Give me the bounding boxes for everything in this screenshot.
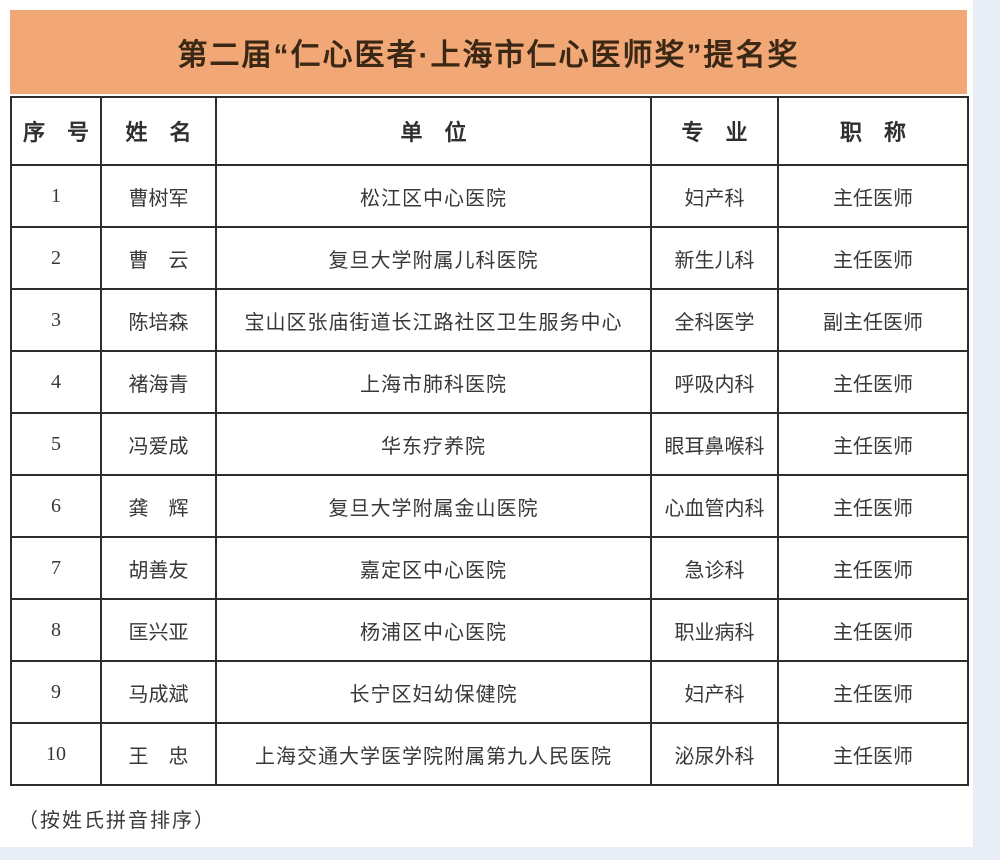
table-cell: 2 — [10, 226, 102, 290]
title-banner: 第二届“仁心医者·上海市仁心医师奖”提名奖 — [10, 10, 967, 94]
column-header: 职 称 — [777, 96, 969, 166]
table-cell: 主任医师 — [777, 660, 969, 724]
table-cell: 长宁区妇幼保健院 — [215, 660, 652, 724]
table-cell: 曹 云 — [100, 226, 217, 290]
table-row: 9 马成斌 长宁区妇幼保健院 妇产科 主任医师 — [10, 660, 969, 724]
table-cell: 1 — [10, 164, 102, 228]
page-title: 第二届“仁心医者·上海市仁心医师奖”提名奖 — [177, 39, 800, 72]
table-cell: 职业病科 — [650, 598, 779, 662]
table-cell: 急诊科 — [650, 536, 779, 600]
table-cell: 7 — [10, 536, 102, 600]
table-cell: 杨浦区中心医院 — [215, 598, 652, 662]
table-cell: 主任医师 — [777, 536, 969, 600]
table-cell: 主任医师 — [777, 474, 969, 538]
table-cell: 冯爱成 — [100, 412, 217, 476]
table-cell: 匡兴亚 — [100, 598, 217, 662]
table-cell: 主任医师 — [777, 226, 969, 290]
table-cell: 曹树军 — [100, 164, 217, 228]
nominees-table: 序 号姓 名单 位专 业职 称 1 曹树军 松江区中心医院 妇产科 主任医师 2 曹 云复旦… — [10, 96, 969, 786]
table-cell: 新生儿科 — [650, 226, 779, 290]
table-cell: 松江区中心医院 — [215, 164, 652, 228]
table-row: 7 胡善友 嘉定区中心医院 急诊科 主任医师 — [10, 536, 969, 600]
table-cell: 心血管内科 — [650, 474, 779, 538]
column-header: 单 位 — [215, 96, 652, 166]
column-header: 序 号 — [10, 96, 102, 166]
table-cell: 妇产科 — [650, 164, 779, 228]
table-row: 4 褚海青 上海市肺科医院 呼吸内科 主任医师 — [10, 350, 969, 414]
table-cell: 上海交通大学医学院附属第九人民医院 — [215, 722, 652, 786]
table-cell: 龚 辉 — [100, 474, 217, 538]
table-cell: 泌尿外科 — [650, 722, 779, 786]
table-row: 1 曹树军 松江区中心医院 妇产科 主任医师 — [10, 164, 969, 228]
column-header: 姓 名 — [100, 96, 217, 166]
table-cell: 陈培森 — [100, 288, 217, 352]
table-cell: 褚海青 — [100, 350, 217, 414]
table-cell: 主任医师 — [777, 164, 969, 228]
table-cell: 马成斌 — [100, 660, 217, 724]
table-cell: 主任医师 — [777, 722, 969, 786]
table-cell: 胡善友 — [100, 536, 217, 600]
table-cell: 8 — [10, 598, 102, 662]
table-cell: 4 — [10, 350, 102, 414]
table-cell: 主任医师 — [777, 598, 969, 662]
column-header: 专 业 — [650, 96, 779, 166]
table-cell: 嘉定区中心医院 — [215, 536, 652, 600]
table-cell: 复旦大学附属儿科医院 — [215, 226, 652, 290]
table-header-row: 序 号姓 名单 位专 业职 称 — [10, 96, 969, 166]
table-cell: 王 忠 — [100, 722, 217, 786]
table-cell: 主任医师 — [777, 350, 969, 414]
table-cell: 6 — [10, 474, 102, 538]
table-cell: 主任医师 — [777, 412, 969, 476]
table-row: 10 王 忠上海交通大学医学院附属第九人民医院 泌尿外科 主任医师 — [10, 722, 969, 786]
table-cell: 3 — [10, 288, 102, 352]
table-cell: 眼耳鼻喉科 — [650, 412, 779, 476]
footnote: （按姓氏拼音排序） — [18, 810, 216, 832]
table-cell: 上海市肺科医院 — [215, 350, 652, 414]
table-row: 3 陈培森 宝山区张庙街道长江路社区卫生服务中心 全科医学 副主任医师 — [10, 288, 969, 352]
table-cell: 9 — [10, 660, 102, 724]
table-cell: 华东疗养院 — [215, 412, 652, 476]
table-cell: 复旦大学附属金山医院 — [215, 474, 652, 538]
table-row: 5 冯爱成 华东疗养院 眼耳鼻喉科 主任医师 — [10, 412, 969, 476]
table-cell: 妇产科 — [650, 660, 779, 724]
table-cell: 全科医学 — [650, 288, 779, 352]
table-cell: 宝山区张庙街道长江路社区卫生服务中心 — [215, 288, 652, 352]
table-cell: 5 — [10, 412, 102, 476]
table-cell: 呼吸内科 — [650, 350, 779, 414]
table-cell: 10 — [10, 722, 102, 786]
table-row: 8 匡兴亚 杨浦区中心医院 职业病科 主任医师 — [10, 598, 969, 662]
table-cell: 副主任医师 — [777, 288, 969, 352]
